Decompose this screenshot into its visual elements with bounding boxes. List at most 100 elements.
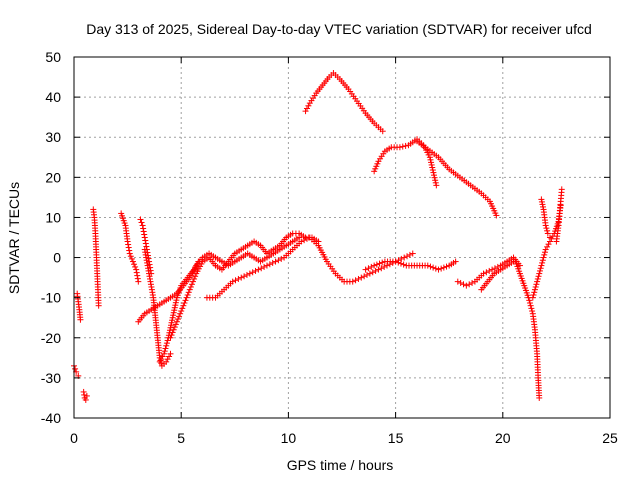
- data-point: [539, 257, 546, 264]
- data-point: [164, 356, 171, 363]
- data-point: [176, 313, 183, 320]
- data-point: [548, 235, 555, 242]
- data-point: [305, 102, 312, 109]
- data-point: [435, 266, 442, 273]
- series-arc-c: [80, 388, 90, 403]
- data-point: [432, 177, 439, 184]
- data-point: [252, 267, 259, 274]
- data-point: [480, 270, 487, 277]
- data-point: [255, 266, 262, 273]
- data-point: [528, 305, 535, 312]
- data-point: [529, 308, 536, 315]
- data-point: [177, 310, 184, 317]
- data-point: [539, 259, 546, 266]
- series-arc-k: [203, 234, 416, 301]
- series-arc-r: [512, 258, 543, 401]
- series-arc-l: [362, 258, 459, 273]
- data-point: [141, 231, 148, 238]
- data-point: [235, 275, 242, 282]
- data-point: [379, 259, 386, 266]
- data-point: [366, 270, 373, 277]
- data-point: [516, 262, 523, 269]
- data-point: [546, 234, 553, 241]
- x-tick-label: 0: [70, 430, 78, 446]
- x-axis-label: GPS time / hours: [287, 457, 394, 473]
- data-point: [489, 266, 496, 273]
- data-point: [238, 274, 245, 281]
- data-point: [172, 302, 179, 309]
- series-arc-t: [538, 196, 553, 241]
- data-point: [361, 273, 368, 280]
- data-point: [174, 316, 181, 323]
- series-arc-q: [478, 258, 517, 293]
- y-tick-label: -40: [41, 410, 61, 426]
- data-point: [171, 307, 178, 314]
- data-point: [132, 263, 139, 270]
- data-point: [163, 340, 170, 347]
- data-point: [396, 144, 403, 151]
- y-axis-label: SDTVAR / TECUs: [6, 182, 22, 294]
- data-point: [163, 358, 170, 365]
- data-point: [392, 258, 399, 265]
- data-point: [169, 329, 176, 336]
- data-point: [180, 302, 187, 309]
- data-point: [164, 337, 171, 344]
- series-arc-d: [90, 206, 102, 309]
- series-arc-p: [454, 254, 523, 289]
- data-point: [128, 255, 135, 262]
- data-point: [426, 154, 433, 161]
- y-tick-labels: -40 -30 -20 -10 0 10 20 30 40 50: [41, 49, 61, 426]
- data-point: [371, 168, 378, 175]
- data-point: [409, 250, 416, 257]
- data-point: [140, 228, 147, 235]
- y-tick-label: 0: [53, 250, 61, 266]
- data-point: [537, 265, 544, 272]
- data-point: [192, 273, 199, 280]
- data-point: [433, 182, 440, 189]
- data-point: [179, 305, 186, 312]
- series-arc-j: [167, 230, 322, 341]
- plot-frame: [73, 56, 611, 419]
- data-point: [452, 258, 459, 265]
- data-point: [368, 263, 375, 270]
- data-point: [141, 234, 148, 241]
- data-point: [272, 258, 279, 265]
- data-point: [395, 259, 402, 266]
- data-point: [541, 249, 548, 256]
- data-point: [493, 212, 500, 219]
- data-point: [140, 225, 147, 232]
- data-point: [178, 308, 185, 315]
- data-point: [142, 240, 149, 247]
- data-point: [173, 318, 180, 325]
- data-point: [483, 269, 490, 276]
- data-point: [538, 262, 545, 269]
- data-point: [373, 163, 380, 170]
- data-point: [249, 269, 256, 276]
- data-point: [133, 269, 140, 276]
- data-point: [372, 165, 379, 172]
- data-point: [457, 279, 464, 286]
- data-point: [428, 161, 435, 168]
- data-point: [173, 297, 180, 304]
- data-point: [364, 271, 371, 278]
- data-point: [167, 334, 174, 341]
- data-point: [526, 297, 533, 304]
- data-point: [362, 266, 369, 273]
- data-point: [544, 227, 551, 234]
- data-point: [167, 324, 174, 331]
- y-tick-label: -30: [41, 370, 61, 386]
- data-point: [163, 342, 170, 349]
- data-point: [358, 274, 365, 281]
- data-point: [486, 267, 493, 274]
- y-tick-label: -10: [41, 290, 61, 306]
- data-points: [71, 70, 565, 403]
- data-point: [529, 294, 536, 301]
- data-point: [189, 278, 196, 285]
- series-arc-a: [71, 362, 82, 379]
- data-point: [191, 275, 198, 282]
- data-point: [404, 253, 411, 260]
- data-point: [539, 201, 546, 208]
- data-point: [375, 266, 382, 273]
- data-point: [186, 286, 193, 293]
- y-tick-label: 50: [45, 49, 61, 65]
